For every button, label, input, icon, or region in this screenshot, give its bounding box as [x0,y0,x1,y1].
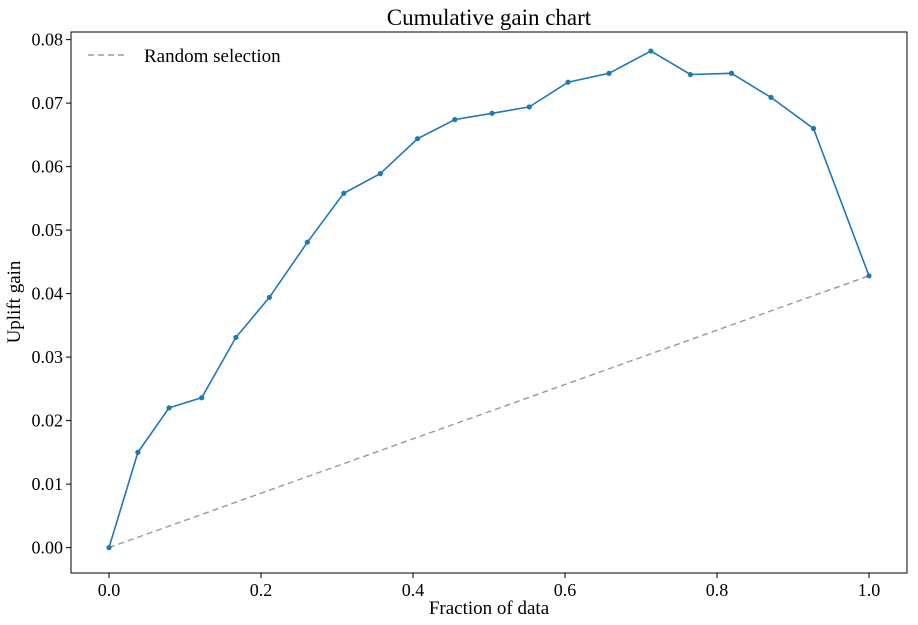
gain-curve-point [565,79,571,85]
random-selection-line [108,275,870,549]
x-tick-label: 0.0 [98,580,121,600]
y-tick-label: 0.08 [32,30,64,50]
y-tick-label: 0.00 [32,538,64,558]
y-tick-label: 0.04 [32,284,64,304]
x-axis-label: Fraction of data [429,598,550,619]
gain-curve-point [414,136,421,142]
legend-random-selection-label: Random selection [144,46,281,67]
gain-curve-point [768,94,774,101]
gain-curve-point [606,70,612,76]
y-tick-label: 0.02 [32,411,64,431]
gain-curve-point [728,70,735,76]
y-tick-label: 0.03 [32,347,64,367]
x-axis: 0.0 0.2 0.4 0.6 0.8 1.0 [98,573,881,600]
gain-curve-point [135,449,141,455]
gain-curve-point [341,190,347,196]
gain-curve-point [266,294,272,301]
y-axis-label: Uplift gain [4,260,25,343]
x-tick-label: 0.6 [554,580,577,600]
y-tick-label: 0.07 [32,93,64,113]
gain-curve-point [648,48,654,54]
x-tick-label: 0.8 [706,580,729,600]
legend: Random selection [88,46,281,67]
gain-curve-point [106,545,112,551]
x-tick-label: 0.2 [250,580,273,600]
gain-curve-point [304,239,310,245]
y-tick-label: 0.06 [32,157,64,177]
gain-curve-point [489,110,495,116]
gain-curve-point [687,71,694,78]
gain-curve-point [199,395,205,401]
plot-frame [70,31,908,574]
y-tick-label: 0.05 [32,220,64,240]
gain-curve-point [166,405,172,411]
plot-series [106,48,872,551]
gain-curve-point [810,125,817,132]
x-tick-label: 0.4 [402,580,425,600]
chart-title: Cumulative gain chart [387,5,592,30]
gain-curve-point [377,170,383,177]
gain-curve-point [452,117,458,123]
gain-curve-point [526,104,532,110]
gain-curve-point [233,334,239,341]
y-tick-label: 0.01 [32,474,64,494]
y-axis: 0.00 0.01 0.02 0.03 0.04 0.05 0.06 0.07 0.08 [32,30,71,558]
x-tick-label: 1.0 [858,580,881,600]
gain-curve-point [866,273,872,279]
